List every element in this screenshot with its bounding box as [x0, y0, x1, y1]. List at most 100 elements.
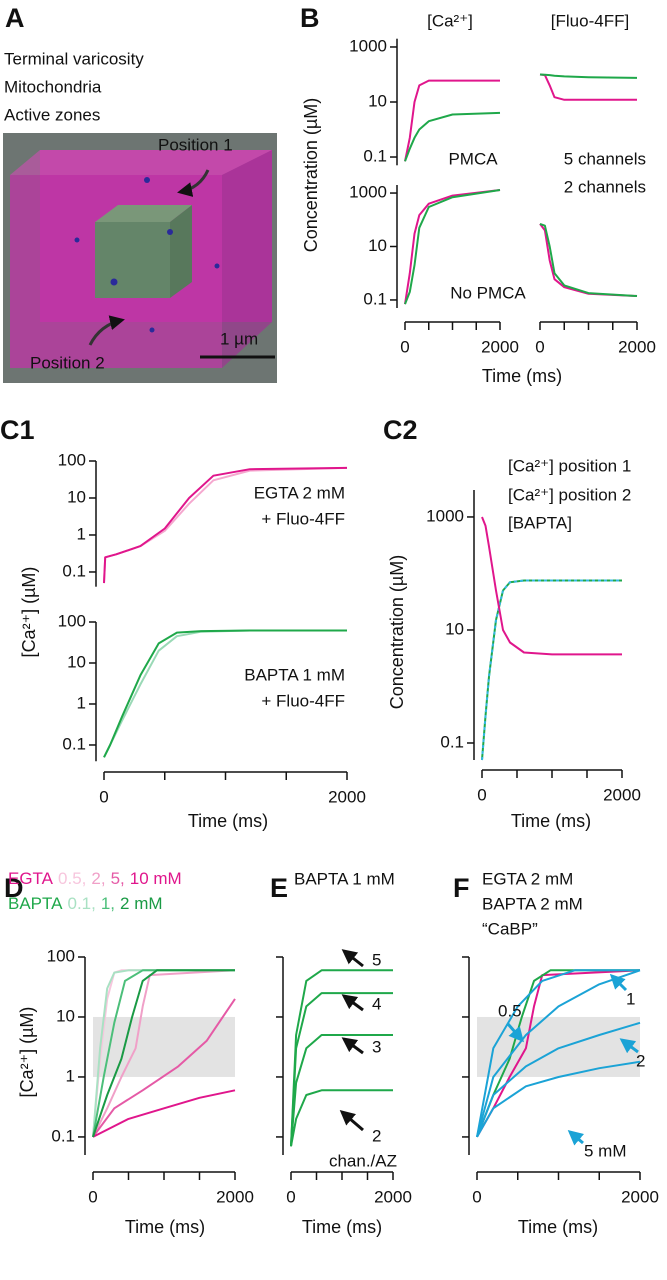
arrow: [341, 1037, 364, 1055]
line-series: [290, 1034, 393, 1147]
y-tick-label: 0.1: [363, 289, 387, 308]
line-series: [476, 969, 641, 1138]
mitochondrion-top: [95, 205, 192, 222]
legend-item: 10 mM: [130, 869, 182, 888]
annotation: + Fluo-4FF: [261, 691, 345, 710]
line-series: [481, 579, 622, 761]
chart-title: [Ca²⁺]: [427, 11, 473, 30]
y-tick-label: 1000: [426, 506, 464, 525]
x-tick-label: 0: [535, 337, 544, 356]
y-tick-label: 10: [368, 91, 387, 110]
x-tick-label: 0: [286, 1187, 295, 1206]
legend-item: 2,: [91, 869, 105, 888]
y-tick-label: 10: [56, 1006, 75, 1025]
y-tick-label: 0.1: [51, 1126, 75, 1145]
series-label: 2: [372, 1126, 381, 1145]
annotation: EGTA 2 mM: [254, 483, 345, 502]
y-axis-label: [Ca²⁺] (µM): [19, 567, 39, 658]
line-series: [481, 579, 622, 761]
panel-label: D: [4, 873, 24, 903]
x-tick-label: 0: [400, 337, 409, 356]
y-tick-label: 1: [66, 1066, 75, 1085]
series-label: EGTA 2 mM: [482, 869, 573, 888]
mitochondrion-side: [170, 205, 192, 298]
y-tick-label: 0.1: [62, 561, 86, 580]
annotation: “CaBP”: [482, 919, 538, 938]
x-tick-label: 2000: [216, 1187, 254, 1206]
series-label: 2: [636, 1051, 645, 1070]
line-series: [404, 189, 501, 305]
y-axis-label: Concentration (µM): [301, 98, 321, 252]
annotation: + Fluo-4FF: [261, 509, 345, 528]
line-series: [476, 1021, 641, 1138]
panel-a: A Position 1 Position 2 1 µm: [3, 3, 277, 383]
x-axis-label: Time (ms): [482, 366, 562, 386]
cube-top: [10, 150, 272, 175]
y-tick-label: 0.1: [440, 732, 464, 751]
mitochondrion: [95, 222, 170, 298]
legend-item: 2 mM: [120, 894, 163, 913]
annotation: PMCA: [448, 149, 498, 168]
annotation: 5 channels: [564, 149, 646, 168]
x-axis-label: Time (ms): [302, 1217, 382, 1237]
shaded-band: [93, 1016, 235, 1077]
panel-label: F: [453, 873, 470, 903]
line-series: [481, 516, 622, 656]
panel-label: E: [270, 873, 288, 903]
series-label: [Ca²⁺] position 2: [508, 485, 631, 504]
y-tick-label: 1: [77, 693, 86, 712]
legend-item: Active zones: [4, 105, 100, 124]
position-arrow: [177, 169, 210, 197]
y-tick-label: 1000: [349, 183, 387, 202]
line-series: [103, 466, 348, 584]
line-series: [404, 189, 501, 305]
line-series: [404, 111, 501, 162]
series-label: [BAPTA]: [508, 513, 572, 532]
position-label: Position 2: [30, 353, 105, 372]
series-label: BAPTA 2 mM: [482, 894, 583, 913]
line-series: [539, 223, 638, 297]
arrow: [341, 994, 364, 1012]
series-label: [Ca²⁺] position 1: [508, 456, 631, 475]
panel-label: B: [300, 3, 320, 33]
y-tick-label: 10: [445, 619, 464, 638]
active-zone: [167, 229, 173, 235]
y-tick-label: 0.1: [62, 734, 86, 753]
x-axis-label: Time (ms): [518, 1217, 598, 1237]
y-tick-label: 100: [47, 946, 75, 965]
x-tick-label: 0: [99, 787, 108, 806]
series-label: 5 mM: [584, 1141, 627, 1160]
x-tick-label: 2000: [618, 337, 656, 356]
y-axis-label: [Ca²⁺] (µM): [17, 1007, 37, 1098]
legend-item: 0.1,: [67, 894, 95, 913]
scale-bar-label: 1 µm: [220, 329, 258, 348]
y-tick-label: 10: [67, 652, 86, 671]
legend-item: 5,: [111, 869, 125, 888]
arrow: [609, 973, 628, 992]
legend: EGTA 0.5, 2, 5, 10 mM: [8, 869, 182, 888]
line-series: [476, 1060, 641, 1138]
y-axis-label: Concentration (µM): [387, 555, 407, 709]
annotation: 2 channels: [564, 177, 646, 196]
x-tick-label: 2000: [621, 1187, 659, 1206]
line-series: [476, 969, 640, 1138]
series-label: 4: [372, 994, 381, 1013]
y-tick-label: 100: [58, 450, 86, 469]
series-label: 1: [626, 989, 635, 1008]
x-tick-label: 0: [88, 1187, 97, 1206]
legend-group: EGTA: [8, 869, 54, 888]
line-series: [92, 969, 235, 1138]
active-zone: [110, 278, 118, 286]
series-label: 0.5: [498, 1001, 522, 1020]
legend-item: 0.5,: [58, 869, 86, 888]
x-tick-label: 2000: [481, 337, 519, 356]
legend: BAPTA 0.1, 1, 2 mM: [8, 894, 163, 913]
active-zone: [214, 263, 220, 269]
arrow: [339, 1110, 364, 1132]
x-axis-label: Time (ms): [188, 811, 268, 831]
x-tick-label: 0: [477, 785, 486, 804]
line-series: [404, 79, 500, 162]
x-axis-label: Time (ms): [125, 1217, 205, 1237]
cube-side: [222, 150, 272, 368]
